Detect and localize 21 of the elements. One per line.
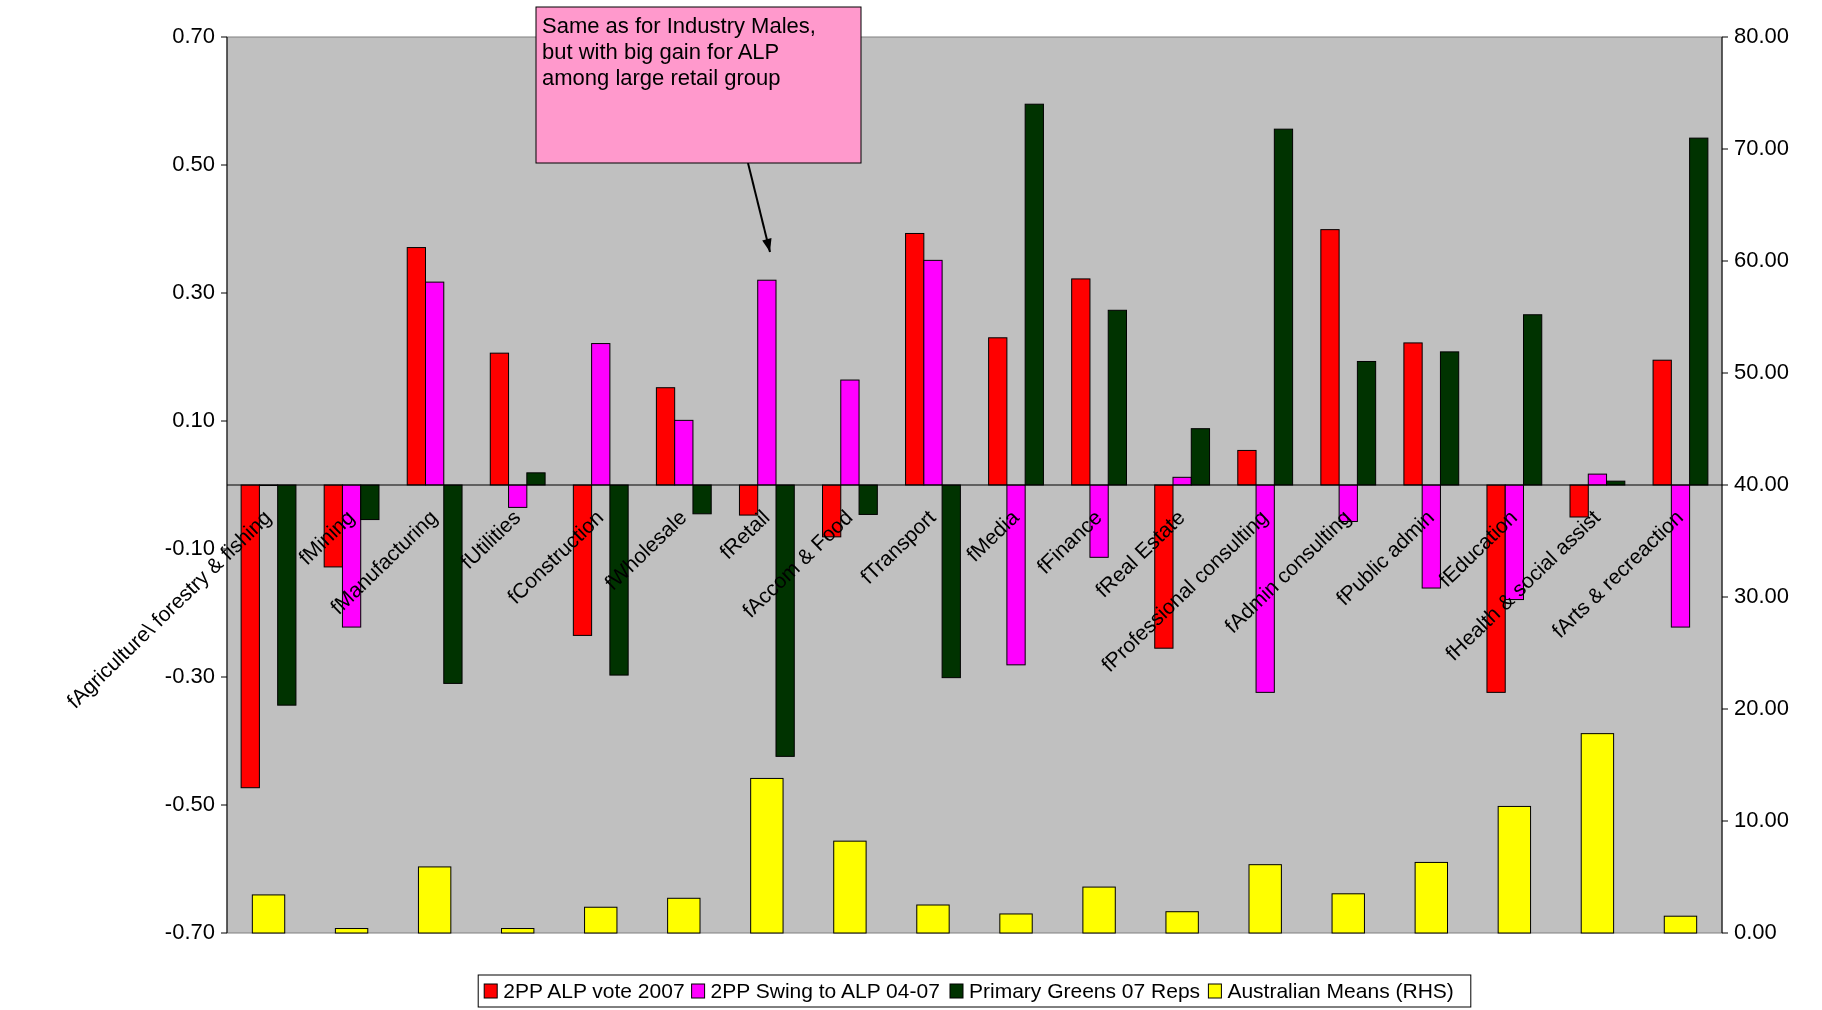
y2-tick-label: 50.00 (1734, 358, 1790, 384)
y-tick-label: 0.10 (172, 406, 215, 432)
legend-label: 2PP Swing to ALP 04-07 (710, 978, 940, 1002)
y2-tick-label: 0.00 (1734, 918, 1777, 944)
legend-label: Primary Greens 07 Reps (969, 978, 1201, 1002)
y-tick-label: 0.70 (172, 22, 215, 48)
y2-tick-label: 60.00 (1734, 246, 1790, 272)
y2-tick-label: 70.00 (1734, 134, 1790, 160)
y2-tick-label: 40.00 (1734, 470, 1790, 496)
y2-tick-label: 20.00 (1734, 694, 1790, 720)
y2-tick-label: 30.00 (1734, 582, 1790, 608)
y-tick-label: 0.50 (172, 150, 215, 176)
y-tick-label: -0.30 (164, 662, 215, 688)
legend-label: 2PP ALP vote 2007 (503, 978, 685, 1002)
y-tick-label: 0.30 (172, 278, 215, 304)
legend-label: Australian Means (RHS) (1227, 978, 1454, 1002)
y-tick-label: -0.70 (164, 918, 215, 944)
annotation: Same as for Industry Males, but with big gain for ALP among large retail group (542, 13, 816, 90)
y2-tick-label: 80.00 (1734, 22, 1790, 48)
y-tick-label: -0.50 (164, 790, 215, 816)
y2-tick-label: 10.00 (1734, 806, 1790, 832)
